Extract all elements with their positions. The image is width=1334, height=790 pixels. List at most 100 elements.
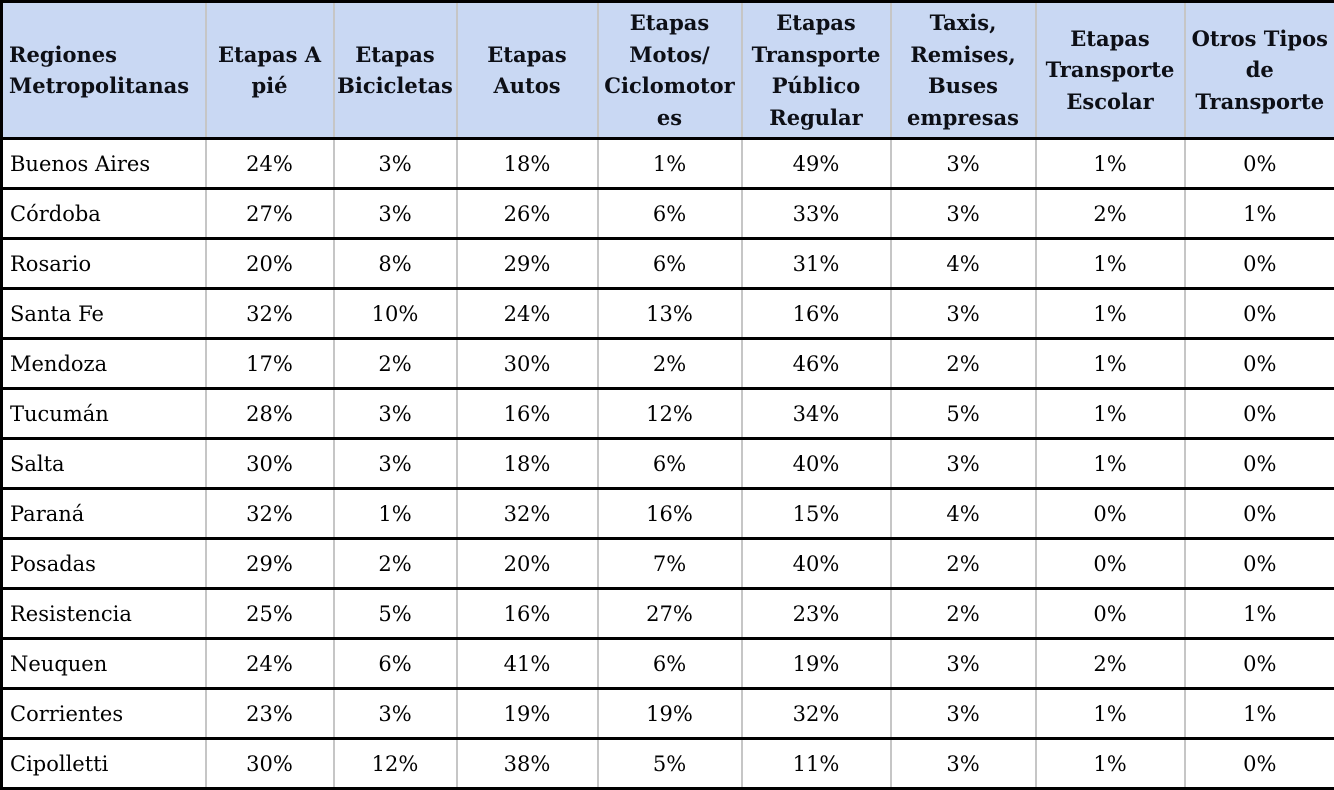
value-cell: 11% (742, 739, 891, 789)
value-cell: 0% (1036, 489, 1185, 539)
value-cell: 34% (742, 389, 891, 439)
value-cell: 5% (598, 739, 742, 789)
value-cell: 0% (1185, 389, 1334, 439)
value-cell: 23% (206, 689, 334, 739)
value-cell: 3% (891, 739, 1036, 789)
value-cell: 18% (457, 139, 598, 189)
value-cell: 16% (598, 489, 742, 539)
value-cell: 1% (1036, 339, 1185, 389)
value-cell: 16% (457, 589, 598, 639)
value-cell: 29% (457, 239, 598, 289)
value-cell: 0% (1185, 639, 1334, 689)
region-cell: Rosario (2, 239, 206, 289)
value-cell: 18% (457, 439, 598, 489)
column-header: Etapas Transporte Público Regular (742, 2, 891, 139)
value-cell: 2% (1036, 639, 1185, 689)
value-cell: 5% (891, 389, 1036, 439)
value-cell: 30% (206, 739, 334, 789)
value-cell: 32% (457, 489, 598, 539)
value-cell: 2% (891, 539, 1036, 589)
value-cell: 1% (1185, 589, 1334, 639)
value-cell: 12% (334, 739, 457, 789)
value-cell: 1% (1185, 189, 1334, 239)
value-cell: 5% (334, 589, 457, 639)
value-cell: 19% (598, 689, 742, 739)
value-cell: 2% (598, 339, 742, 389)
value-cell: 30% (457, 339, 598, 389)
column-header: Taxis, Remises, Buses empresas (891, 2, 1036, 139)
value-cell: 20% (206, 239, 334, 289)
value-cell: 16% (457, 389, 598, 439)
value-cell: 3% (891, 689, 1036, 739)
value-cell: 2% (334, 339, 457, 389)
value-cell: 38% (457, 739, 598, 789)
region-cell: Neuquen (2, 639, 206, 689)
value-cell: 1% (1036, 689, 1185, 739)
value-cell: 0% (1185, 139, 1334, 189)
value-cell: 6% (334, 639, 457, 689)
region-cell: Tucumán (2, 389, 206, 439)
region-cell: Paraná (2, 489, 206, 539)
value-cell: 2% (334, 539, 457, 589)
region-cell: Corrientes (2, 689, 206, 739)
value-cell: 12% (598, 389, 742, 439)
value-cell: 15% (742, 489, 891, 539)
value-cell: 0% (1185, 739, 1334, 789)
value-cell: 0% (1036, 539, 1185, 589)
value-cell: 0% (1185, 489, 1334, 539)
region-cell: Resistencia (2, 589, 206, 639)
value-cell: 3% (891, 439, 1036, 489)
value-cell: 23% (742, 589, 891, 639)
value-cell: 0% (1036, 589, 1185, 639)
value-cell: 32% (206, 489, 334, 539)
value-cell: 3% (334, 389, 457, 439)
value-cell: 29% (206, 539, 334, 589)
value-cell: 13% (598, 289, 742, 339)
column-header: Etapas A pié (206, 2, 334, 139)
region-cell: Santa Fe (2, 289, 206, 339)
value-cell: 3% (334, 139, 457, 189)
value-cell: 3% (891, 139, 1036, 189)
value-cell: 7% (598, 539, 742, 589)
value-cell: 26% (457, 189, 598, 239)
value-cell: 24% (206, 639, 334, 689)
column-header: Etapas Autos (457, 2, 598, 139)
value-cell: 3% (891, 289, 1036, 339)
value-cell: 3% (891, 189, 1036, 239)
column-header: Etapas Transporte Escolar (1036, 2, 1185, 139)
value-cell: 4% (891, 239, 1036, 289)
value-cell: 27% (598, 589, 742, 639)
value-cell: 1% (1185, 689, 1334, 739)
value-cell: 1% (1036, 389, 1185, 439)
value-cell: 0% (1185, 339, 1334, 389)
value-cell: 1% (1036, 739, 1185, 789)
value-cell: 3% (891, 639, 1036, 689)
value-cell: 1% (598, 139, 742, 189)
value-cell: 0% (1185, 439, 1334, 489)
value-cell: 1% (1036, 139, 1185, 189)
column-header: Etapas Bicicletas (334, 2, 457, 139)
value-cell: 6% (598, 189, 742, 239)
region-cell: Buenos Aires (2, 139, 206, 189)
value-cell: 0% (1185, 289, 1334, 339)
value-cell: 2% (1036, 189, 1185, 239)
value-cell: 16% (742, 289, 891, 339)
value-cell: 3% (334, 189, 457, 239)
value-cell: 46% (742, 339, 891, 389)
value-cell: 6% (598, 639, 742, 689)
value-cell: 8% (334, 239, 457, 289)
value-cell: 24% (206, 139, 334, 189)
value-cell: 40% (742, 439, 891, 489)
value-cell: 20% (457, 539, 598, 589)
value-cell: 24% (457, 289, 598, 339)
